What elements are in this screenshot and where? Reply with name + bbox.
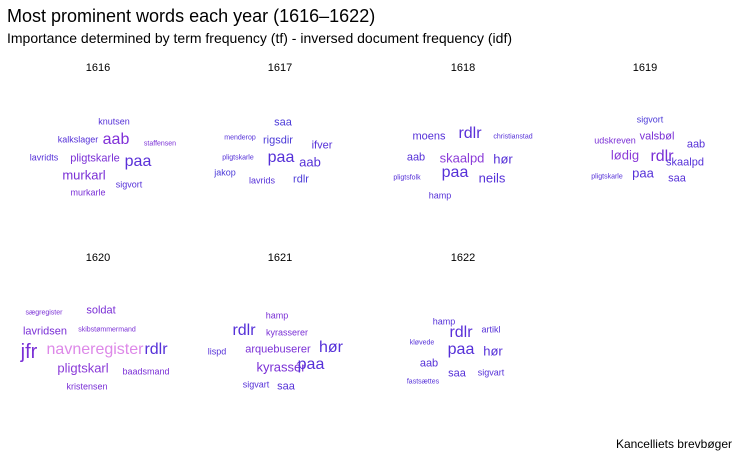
facet-title: 1617: [267, 62, 293, 74]
facet-title: 1621: [267, 252, 293, 264]
word-1617-9: rdlr: [293, 173, 309, 186]
word-1622-6: aab: [419, 357, 439, 370]
word-1620-6: rdlr: [144, 341, 168, 358]
facet-panel-1621: 1621 hamp rdlr kyrasserer lispd arquebuserer h…: [190, 252, 370, 442]
word-1621-1: rdlr: [232, 322, 256, 339]
word-1616-4: lavridts: [29, 152, 59, 163]
word-1618-8: neils: [478, 170, 506, 186]
word-1621-4: arquebuserer: [245, 343, 311, 356]
word-1621-7: paa: [297, 356, 325, 373]
facet-title: 1622: [450, 252, 476, 264]
word-1621-2: kyrasserer: [265, 327, 309, 338]
word-1620-4: jfr: [20, 341, 38, 363]
word-1621-6: kyrassér: [256, 359, 306, 375]
word-1620-9: kristensen: [66, 381, 108, 392]
word-1622-7: saa: [448, 367, 466, 380]
word-1619-0: sigvort: [636, 114, 664, 125]
word-1620-7: pligtskarl: [57, 360, 109, 376]
word-1622-4: paa: [447, 341, 475, 358]
word-1619-4: lødig: [610, 147, 640, 163]
facet-panel-1616: 1616 knutsen kalkslager aab staffensen lavrid…: [8, 62, 188, 252]
facet-panel-1622: 1622 hamp rdlr artikl kløvede paa hør aab saa sig…: [373, 252, 553, 442]
word-1622-8: sigvart: [477, 367, 505, 378]
facet-panel-1620: 1620 sægregister soldat lavridsen skibstømme…: [8, 252, 188, 442]
word-1616-9: murkarle: [70, 187, 106, 198]
word-1619-5: rdlr: [650, 148, 674, 165]
word-1622-5: hør: [483, 343, 503, 359]
chart-caption: Kancelliets brevbøger: [615, 437, 732, 451]
word-1616-1: kalkslager: [57, 134, 99, 145]
facet-title: 1619: [632, 62, 658, 74]
word-1618-1: rdlr: [458, 125, 482, 142]
word-1620-8: baadsmand: [122, 366, 170, 377]
facet-title: 1620: [85, 252, 111, 264]
word-1616-5: pligtskarle: [70, 152, 120, 165]
word-1619-2: valsbøl: [639, 130, 675, 143]
word-1622-3: kløvede: [409, 339, 435, 347]
chart-subtitle: Importance determined by term frequency …: [7, 30, 512, 46]
word-1619-8: paa: [632, 165, 654, 181]
word-1618-3: aab: [406, 151, 426, 164]
word-1616-0: knutsen: [98, 116, 130, 127]
word-1619-3: aab: [686, 138, 706, 151]
word-1616-2: aab: [102, 131, 130, 148]
facet-title: 1616: [85, 62, 111, 74]
word-1617-6: aab: [299, 154, 321, 170]
word-1620-5: navneregister: [46, 341, 144, 358]
word-1621-3: lispd: [207, 346, 227, 357]
word-1618-7: paa: [441, 164, 469, 181]
word-1616-8: sigvort: [115, 179, 143, 190]
chart-title: Most prominent words each year (1616–162…: [7, 6, 376, 26]
word-1616-7: murkarl: [62, 167, 106, 183]
word-1622-0: hamp: [432, 316, 456, 327]
word-1617-5: paa: [267, 149, 295, 166]
word-1621-5: hør: [319, 339, 343, 356]
facet-panel-1619: 1619 sigvort udskreven valsbøl aab lødig rdlr s…: [555, 62, 735, 252]
word-1617-3: ifver: [311, 139, 333, 152]
word-1618-5: hør: [493, 151, 513, 167]
word-1616-3: staffensen: [143, 140, 177, 148]
word-1618-6: pligtsfolk: [393, 174, 421, 182]
word-1619-9: saa: [668, 172, 686, 185]
word-1617-1: menderop: [224, 134, 256, 142]
word-1621-0: hamp: [265, 310, 289, 321]
facet-panel-1617: 1617 saa menderop rigsdir ifver pligtskarle pa…: [190, 62, 370, 252]
word-1622-1: rdlr: [449, 324, 473, 341]
word-1622-2: artikl: [481, 324, 501, 335]
word-1617-8: lavrids: [248, 175, 276, 186]
word-1618-0: moens: [412, 130, 446, 143]
word-1617-0: saa: [274, 116, 292, 129]
word-1620-2: lavridsen: [22, 325, 68, 338]
word-1618-2: christianstad: [493, 133, 533, 141]
word-1616-6: paa: [124, 153, 152, 170]
word-1619-7: pligtskarle: [591, 173, 623, 181]
word-1617-7: jakop: [214, 167, 236, 178]
word-1622-9: fastsættes: [406, 378, 440, 386]
word-1619-6: skaalpd: [666, 156, 704, 169]
word-1618-4: skaalpd: [439, 150, 485, 166]
word-1620-1: soldat: [86, 304, 116, 317]
word-1620-3: skibstømmermand: [78, 326, 136, 334]
facet-panel-1618: 1618 moens rdlr christianstad aab skaalpd hør p…: [373, 62, 553, 252]
word-1621-9: saa: [277, 380, 295, 393]
word-1617-2: rigsdir: [263, 134, 293, 147]
word-1617-4: pligtskarle: [222, 154, 254, 162]
word-1619-1: udskreven: [594, 135, 636, 146]
word-1620-0: sægregister: [25, 309, 63, 317]
facet-title: 1618: [450, 62, 476, 74]
word-1618-9: hamp: [428, 190, 452, 201]
word-1621-8: sigvart: [242, 379, 270, 390]
